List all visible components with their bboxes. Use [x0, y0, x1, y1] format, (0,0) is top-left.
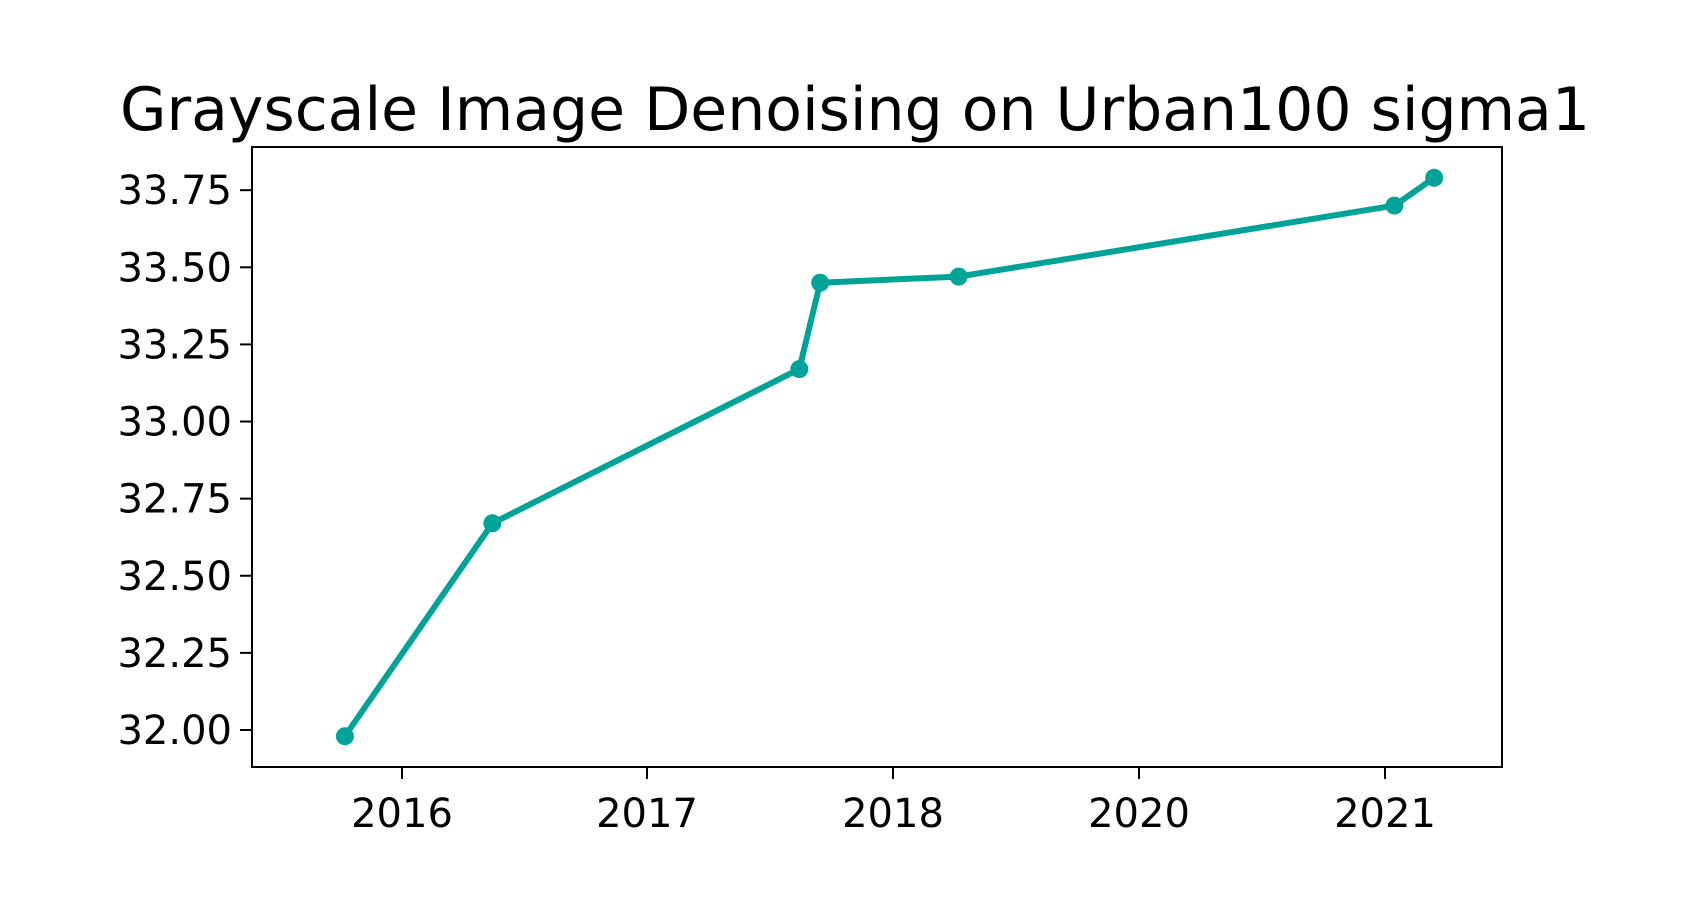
series-line [341, 174, 1438, 740]
x-tick-label: 2021 [1334, 791, 1436, 837]
data-point [335, 727, 354, 746]
x-tick-label: 2018 [842, 791, 944, 837]
x-tick-label: 2020 [1088, 791, 1190, 837]
data-point [811, 273, 830, 292]
y-tick-label: 33.50 [117, 245, 232, 291]
chart-title: Grayscale Image Denoising on Urban100 si… [120, 75, 1590, 145]
y-axis-label: PSNR [35, 393, 86, 528]
data-point [1425, 168, 1444, 187]
data-point [1385, 196, 1404, 215]
y-tick-label: 33.25 [117, 322, 232, 368]
plot-area: 32.00 32.25 32.50 32.75 33.00 33.25 33.50 33.75… [117, 146, 1503, 837]
y-tick-label: 33.00 [117, 400, 232, 446]
x-tick-label: 2016 [351, 791, 453, 837]
x-tick-label: 2017 [596, 791, 698, 837]
plot-frame [251, 146, 1503, 768]
y-tick-label: 32.75 [117, 477, 232, 523]
y-tick-label: 33.75 [117, 168, 232, 214]
y-tick-label: 32.25 [117, 631, 232, 677]
data-point [949, 267, 968, 286]
data-point [483, 514, 502, 533]
y-tick-label: 32.50 [117, 554, 232, 600]
data-point [790, 360, 809, 379]
y-tick-label: 32.00 [117, 708, 232, 754]
